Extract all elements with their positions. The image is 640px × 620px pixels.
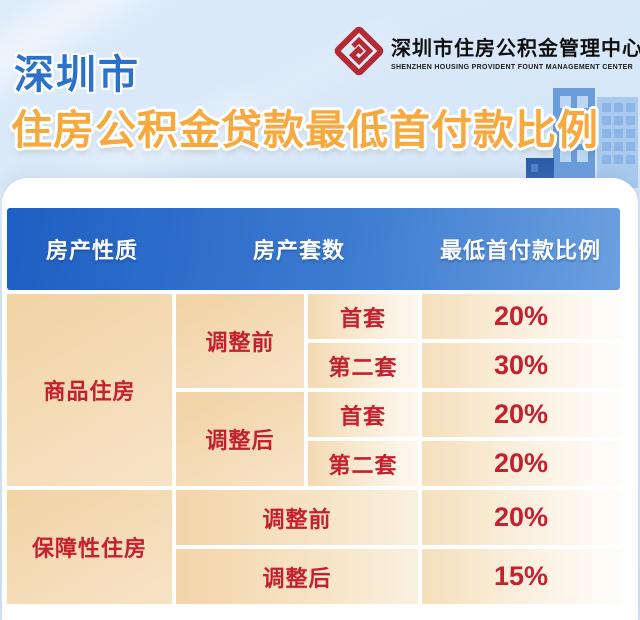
org-name-cn: 深圳市住房公积金管理中心 [391,37,640,60]
table-row: 第二套 30% [7,343,620,388]
cell-stage-before: 调整前 [176,294,304,388]
header-min-downpayment: 最低首付款比例 [439,238,601,263]
table-header: 房产性质 房产套数 最低首付款比例 [7,208,620,290]
cell-ratio: 20% [422,294,620,339]
table-row: 保障性住房 调整前 20% [7,490,620,604]
cell-unit-second: 第二套 [308,441,418,486]
org-name-en: SHENZHEN HOUSING PROVIDENT FOUNT MANAGEM… [391,63,634,71]
table-row: 调整后 首套 20% [7,392,620,486]
header-property-type: 房产性质 [45,238,138,263]
provident-fund-diamond-icon [334,26,384,76]
cell-stage-after: 调整后 [176,549,418,604]
cell-property-type-affordable: 保障性住房 [7,490,172,604]
org-logo: 深圳市住房公积金管理中心 SHENZHEN HOUSING PROVIDENT … [334,26,640,76]
table-row: 第二套 20% [7,441,620,486]
main-title: 住房公积金贷款最低首付款比例 [11,107,599,153]
city-title: 深圳市 [14,53,140,97]
table-row: 商品住房 调整前 首套 20% [7,294,620,486]
cell-ratio: 20% [422,441,620,486]
cell-ratio: 15% [422,549,620,604]
cell-stage-before: 调整前 [176,490,418,545]
cell-ratio: 30% [422,343,620,388]
table-row: 调整后 15% [7,549,620,604]
cell-unit-first: 首套 [308,294,418,339]
downpayment-table: 商品住房 调整前 首套 20% 第二套 30% 调整后 首套 20% 第二套 2… [3,290,624,608]
cell-stage-after: 调整后 [176,392,304,486]
cell-unit-first: 首套 [308,392,418,437]
cell-unit-second: 第二套 [308,343,418,388]
cell-ratio: 20% [422,392,620,437]
city-buildings-illustration [526,88,638,188]
cell-ratio: 20% [422,490,620,545]
header-unit-count: 房产套数 [252,238,345,263]
org-name-block: 深圳市住房公积金管理中心 SHENZHEN HOUSING PROVIDENT … [391,32,640,71]
cell-property-type-commodity: 商品住房 [7,294,172,486]
